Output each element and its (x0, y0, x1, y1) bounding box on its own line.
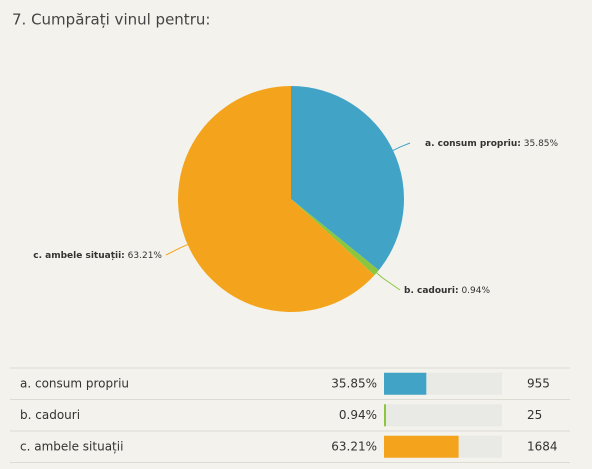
row-percent: 63.21% (331, 439, 377, 453)
pie-slice (178, 86, 375, 312)
bar (384, 435, 459, 458)
leader-line (165, 244, 188, 256)
row-label: a. consum propriu (20, 376, 129, 390)
row-label: c. ambele situații (20, 439, 123, 453)
pie-label: a. consum propriu: 35.85% (425, 139, 559, 149)
leader-line (376, 272, 401, 291)
row-label: b. cadouri (20, 408, 80, 422)
row-count: 25 (527, 408, 542, 422)
pie-label-value: 63.21% (128, 251, 163, 261)
row-count: 1684 (527, 439, 558, 453)
bar (384, 404, 386, 427)
pie-label: b. cadouri: 0.94% (404, 286, 490, 296)
row-percent: 35.85% (331, 376, 377, 390)
leader-line (392, 142, 411, 151)
bar (384, 372, 427, 395)
row-percent: 0.94% (339, 408, 377, 422)
chart-title: 7. Cumpărați vinul pentru: (12, 11, 210, 29)
pie-label: c. ambele situații: 63.21% (33, 251, 162, 261)
row-count: 955 (527, 376, 550, 390)
pie-label-value: 0.94% (461, 286, 490, 296)
pie-label-value: 35.85% (524, 139, 559, 149)
bar-track (384, 404, 502, 427)
pie-label-name: c. ambele situații: (33, 251, 125, 261)
pie-slice (291, 199, 379, 276)
pie-slice (291, 86, 404, 271)
pie-label-name: b. cadouri: (404, 286, 459, 296)
pie-label-name: a. consum propriu: (425, 139, 521, 149)
